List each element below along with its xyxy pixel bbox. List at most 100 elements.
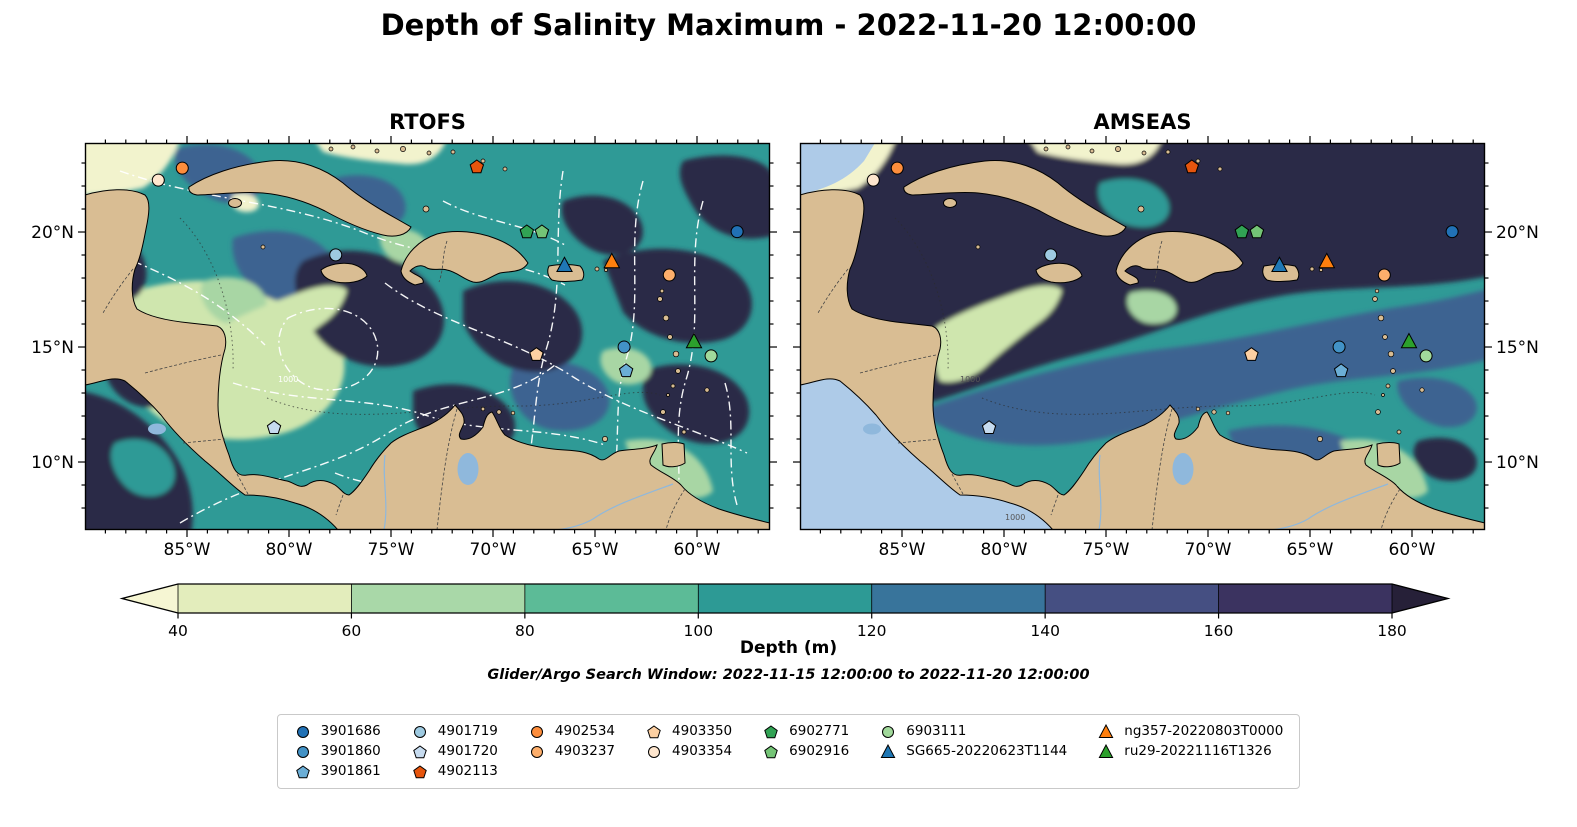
platform-markers xyxy=(866,159,1459,434)
lon-tick-label: 85°W xyxy=(879,540,926,560)
marker-SG665-20220623T1144 xyxy=(556,256,573,272)
marker-3901860 xyxy=(1332,340,1346,354)
legend-column: 4902534 4903237 xyxy=(528,724,615,759)
legend-column: 4901719 4901720 4902113 xyxy=(411,724,498,779)
legend-item-label: 4903354 xyxy=(672,743,733,759)
colorbar-tick-label: 120 xyxy=(857,622,887,640)
legend-item-label: 6902771 xyxy=(789,723,850,739)
marker-6903111 xyxy=(704,349,718,363)
marker-4903354 xyxy=(151,173,165,187)
marker-4902534 xyxy=(175,161,189,175)
colorbar-under-arrow xyxy=(122,584,178,613)
lon-tick-label: 70°W xyxy=(1185,540,1232,560)
marker-6902771 xyxy=(519,224,535,239)
legend-item-label: 3901860 xyxy=(320,743,381,759)
triangle-marker-icon xyxy=(1098,744,1114,758)
marker-ru29-20221116T1326 xyxy=(685,332,703,349)
legend-item: 4901719 xyxy=(411,724,498,739)
legend-column: ng357-20220803T0000 ru29-20221116T1326 xyxy=(1097,724,1283,759)
colorbar-segment xyxy=(698,584,873,613)
legend-item: 4901720 xyxy=(411,744,498,759)
lon-tick-label: 80°W xyxy=(981,540,1028,560)
colorbar: 40 60 80 100 120 140 160 180 xyxy=(119,583,1451,640)
marker-4901719 xyxy=(329,248,343,262)
bathymetry-contour-label: 1000 xyxy=(1005,513,1025,522)
platform-markers xyxy=(151,159,744,434)
marker-4902113 xyxy=(469,159,485,174)
lat-tick-label: 20°N xyxy=(31,223,74,243)
pentagon-marker-icon xyxy=(764,745,778,759)
triangle-marker-icon xyxy=(1098,724,1114,738)
legend-item: ng357-20220803T0000 xyxy=(1097,724,1283,739)
map-rtofs: 1000 85°W 80°W 75°W 70°W 65°W 60°W 20°N 15°N 10°N xyxy=(31,136,777,560)
land-layer xyxy=(800,144,1485,530)
marker-4902534 xyxy=(890,161,904,175)
legend-item: 4902113 xyxy=(411,764,498,779)
lat-tick-label: 20°N xyxy=(1496,223,1539,243)
legend-item-label: 6902916 xyxy=(789,743,850,759)
marker-6902771 xyxy=(1234,224,1250,239)
panel-title-rtofs: RTOFS xyxy=(389,110,466,134)
legend-item: ru29-20221116T1326 xyxy=(1097,744,1283,759)
marker-SG665-20220623T1144 xyxy=(1271,256,1288,272)
lon-tick-label: 70°W xyxy=(470,540,517,560)
legend-wrap: 3901686 3901860 3901861 4901719 4901720 49021… xyxy=(0,714,1577,789)
circle-marker-icon xyxy=(296,746,309,758)
legend-item: 3901686 xyxy=(294,724,381,739)
legend-item-label: 4901720 xyxy=(437,743,498,759)
lat-tick-label: 15°N xyxy=(31,338,74,358)
map-amseas: 1000 1000 85°W 80°W 75°W 70°W 65°W 60°W 20°N 15°N… xyxy=(793,136,1539,560)
lat-tick-label: 15°N xyxy=(1496,338,1539,358)
lon-tick-label: 60°W xyxy=(674,540,721,560)
colorbar-over-arrow xyxy=(1392,584,1448,613)
lon-tick-label: 65°W xyxy=(572,540,619,560)
legend-item: 3901861 xyxy=(294,764,381,779)
colorbar-tick-label: 80 xyxy=(515,622,535,640)
marker-6902916 xyxy=(534,224,550,239)
marker-4902113 xyxy=(1184,159,1200,174)
marker-4903237 xyxy=(1377,268,1391,282)
marker-4903354 xyxy=(866,173,880,187)
legend-column: 4903350 4903354 xyxy=(645,724,732,759)
legend-item-label: 4901719 xyxy=(437,723,498,739)
panel-title-amseas: AMSEAS xyxy=(1093,110,1192,134)
lon-tick-label: 80°W xyxy=(266,540,313,560)
lat-tick-label: 10°N xyxy=(1496,453,1539,473)
pentagon-marker-icon xyxy=(412,765,427,779)
marker-ng357-20220803T0000 xyxy=(1318,252,1336,269)
colorbar-tick-label: 100 xyxy=(683,622,713,640)
colorbar-segment xyxy=(1045,584,1220,613)
marker-3901686 xyxy=(1445,225,1459,239)
legend-item-label: SG665-20220623T1144 xyxy=(906,743,1068,759)
pentagon-marker-icon xyxy=(764,725,778,739)
legend-item: 6903111 xyxy=(879,724,1067,739)
marker-4901719 xyxy=(1044,248,1058,262)
pentagon-marker-icon xyxy=(295,765,310,779)
legend-item-label: ru29-20221116T1326 xyxy=(1124,743,1272,759)
marker-ru29-20221116T1326 xyxy=(1400,332,1418,349)
legend-item: 3901860 xyxy=(294,744,381,759)
lon-tick-label: 65°W xyxy=(1287,540,1334,560)
legend-column: 6903111 SG665-20220623T1144 xyxy=(879,724,1067,759)
legend: 3901686 3901860 3901861 4901719 4901720 49021… xyxy=(276,714,1301,789)
legend-item-label: 3901686 xyxy=(320,723,381,739)
colorbar-tick-label: 140 xyxy=(1030,622,1060,640)
legend-item: 4903354 xyxy=(645,744,732,759)
lon-tick-label: 75°W xyxy=(368,540,415,560)
triangle-marker-icon xyxy=(880,744,896,758)
marker-3901860 xyxy=(617,340,631,354)
legend-item-label: ng357-20220803T0000 xyxy=(1124,723,1284,739)
marker-ng357-20220803T0000 xyxy=(603,252,621,269)
legend-column: 6902771 6902916 xyxy=(762,724,849,759)
marker-4901720 xyxy=(266,420,282,434)
legend-item-label: 4902534 xyxy=(554,723,616,739)
lat-tick-label: 10°N xyxy=(31,453,74,473)
marker-4901720 xyxy=(981,420,997,434)
circle-marker-icon xyxy=(296,726,309,738)
marker-4903350 xyxy=(529,347,544,361)
circle-marker-icon xyxy=(413,726,426,738)
pentagon-marker-icon xyxy=(647,725,661,739)
legend-item: 6902771 xyxy=(762,724,849,739)
figure-title: Depth of Salinity Maximum - 2022-11-20 1… xyxy=(380,8,1197,42)
circle-marker-icon xyxy=(530,726,543,738)
